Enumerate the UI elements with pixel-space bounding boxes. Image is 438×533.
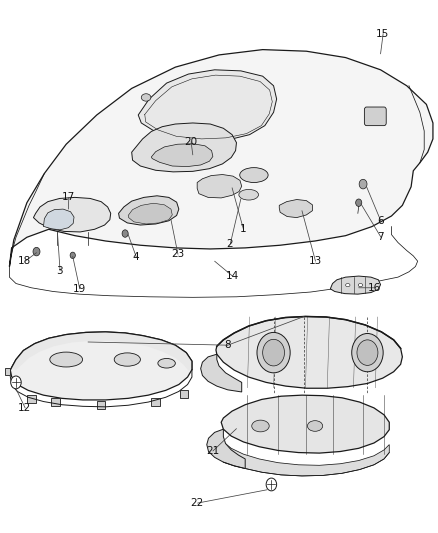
Ellipse shape bbox=[307, 421, 323, 431]
Polygon shape bbox=[51, 398, 60, 406]
Text: 4: 4 bbox=[133, 253, 139, 262]
Circle shape bbox=[263, 340, 285, 366]
Circle shape bbox=[266, 478, 277, 491]
Ellipse shape bbox=[141, 94, 151, 101]
Text: 18: 18 bbox=[18, 256, 32, 266]
Polygon shape bbox=[138, 70, 277, 142]
Polygon shape bbox=[330, 276, 381, 294]
Circle shape bbox=[257, 333, 290, 373]
Polygon shape bbox=[10, 50, 433, 266]
Circle shape bbox=[359, 179, 367, 189]
Circle shape bbox=[357, 340, 378, 366]
Circle shape bbox=[33, 247, 40, 256]
Polygon shape bbox=[151, 398, 160, 406]
Ellipse shape bbox=[158, 359, 175, 368]
Text: 17: 17 bbox=[62, 192, 75, 203]
Polygon shape bbox=[128, 203, 172, 224]
Text: 6: 6 bbox=[377, 216, 384, 227]
Text: 15: 15 bbox=[376, 29, 389, 39]
Ellipse shape bbox=[114, 353, 141, 366]
Text: 2: 2 bbox=[226, 239, 233, 248]
Text: 8: 8 bbox=[224, 340, 231, 350]
Polygon shape bbox=[33, 197, 111, 232]
Text: 19: 19 bbox=[73, 284, 86, 294]
Text: 7: 7 bbox=[377, 232, 384, 243]
Ellipse shape bbox=[346, 284, 350, 287]
Circle shape bbox=[352, 334, 383, 372]
Polygon shape bbox=[216, 317, 403, 388]
Polygon shape bbox=[197, 174, 242, 198]
Circle shape bbox=[122, 230, 128, 237]
Text: 22: 22 bbox=[191, 498, 204, 508]
Text: 1: 1 bbox=[240, 224, 246, 235]
Polygon shape bbox=[180, 390, 188, 398]
Text: 3: 3 bbox=[57, 266, 63, 276]
Text: 13: 13 bbox=[308, 256, 321, 266]
Ellipse shape bbox=[50, 352, 82, 367]
Ellipse shape bbox=[358, 284, 363, 287]
Text: 12: 12 bbox=[18, 403, 32, 413]
Polygon shape bbox=[119, 196, 179, 225]
Ellipse shape bbox=[239, 189, 258, 200]
Polygon shape bbox=[11, 332, 192, 400]
Polygon shape bbox=[43, 209, 74, 230]
Text: 21: 21 bbox=[206, 446, 219, 456]
Polygon shape bbox=[279, 199, 312, 217]
FancyBboxPatch shape bbox=[364, 107, 386, 126]
Polygon shape bbox=[151, 144, 213, 166]
Polygon shape bbox=[5, 368, 11, 375]
Polygon shape bbox=[221, 435, 389, 476]
Polygon shape bbox=[207, 429, 245, 469]
Circle shape bbox=[11, 376, 21, 389]
Text: 23: 23 bbox=[171, 249, 184, 259]
Text: 16: 16 bbox=[367, 283, 381, 293]
Text: 14: 14 bbox=[226, 271, 239, 281]
Polygon shape bbox=[12, 332, 192, 370]
Polygon shape bbox=[97, 401, 106, 409]
Ellipse shape bbox=[252, 420, 269, 432]
Polygon shape bbox=[132, 123, 237, 172]
Circle shape bbox=[70, 252, 75, 259]
Circle shape bbox=[356, 199, 362, 206]
Text: 20: 20 bbox=[184, 136, 197, 147]
Polygon shape bbox=[221, 395, 389, 453]
Polygon shape bbox=[27, 395, 35, 403]
Ellipse shape bbox=[240, 167, 268, 182]
Polygon shape bbox=[201, 354, 242, 392]
